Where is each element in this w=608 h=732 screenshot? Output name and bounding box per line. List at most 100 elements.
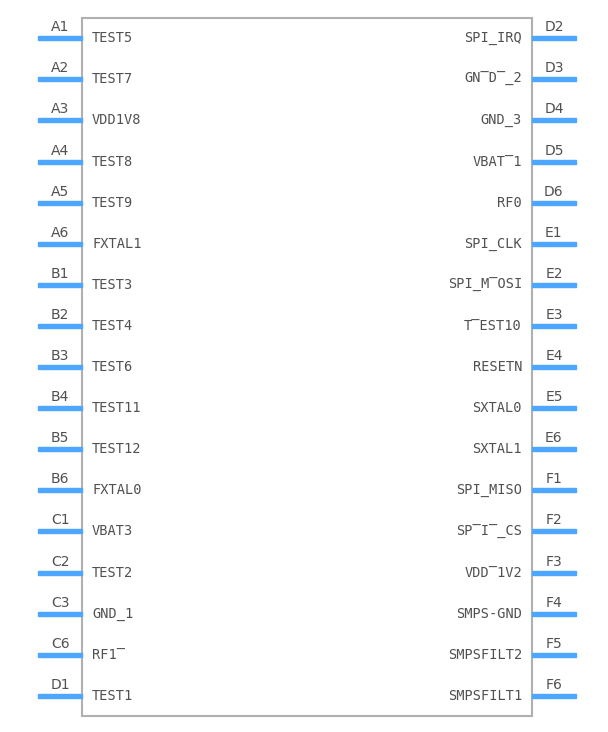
Bar xyxy=(532,78,576,81)
Text: SP̅I̅_CS: SP̅I̅_CS xyxy=(456,524,522,539)
Text: B5: B5 xyxy=(51,431,69,445)
Bar xyxy=(532,160,576,163)
Text: SXTAL1: SXTAL1 xyxy=(472,442,522,456)
Bar xyxy=(532,283,576,287)
Text: B3: B3 xyxy=(51,349,69,363)
Text: E2: E2 xyxy=(545,267,562,281)
Text: SPI_IRQ: SPI_IRQ xyxy=(465,31,522,45)
Text: F5: F5 xyxy=(545,637,562,651)
Text: TEST2: TEST2 xyxy=(92,566,133,580)
Text: FXTAL0: FXTAL0 xyxy=(92,483,142,498)
Text: TEST12: TEST12 xyxy=(92,442,142,456)
Bar xyxy=(38,653,82,657)
Text: VDD1V8: VDD1V8 xyxy=(92,113,142,127)
Bar xyxy=(532,488,576,493)
Bar xyxy=(38,78,82,81)
Text: TEST5: TEST5 xyxy=(92,31,133,45)
Bar xyxy=(532,612,576,616)
Text: TEST8: TEST8 xyxy=(92,154,133,168)
Text: VDD̅1V2: VDD̅1V2 xyxy=(465,566,522,580)
Text: F4: F4 xyxy=(545,596,562,610)
Text: A1: A1 xyxy=(51,20,69,34)
Bar xyxy=(38,37,82,40)
Text: RESETN: RESETN xyxy=(472,360,522,374)
Text: A3: A3 xyxy=(51,102,69,116)
Text: VBAT3: VBAT3 xyxy=(92,525,133,539)
Text: SMPSFILT2: SMPSFILT2 xyxy=(447,648,522,662)
Bar xyxy=(38,119,82,122)
Bar xyxy=(38,201,82,205)
Text: TEST1: TEST1 xyxy=(92,689,133,703)
Text: TEST4: TEST4 xyxy=(92,319,133,333)
Text: B6: B6 xyxy=(51,472,69,486)
Text: TEST9: TEST9 xyxy=(92,195,133,209)
Text: F2: F2 xyxy=(545,513,562,528)
Bar xyxy=(532,365,576,369)
Text: C2: C2 xyxy=(51,555,69,569)
Text: E5: E5 xyxy=(545,390,562,404)
Bar xyxy=(38,694,82,698)
Text: SPI_CLK: SPI_CLK xyxy=(465,236,522,251)
Text: D4: D4 xyxy=(544,102,564,116)
Text: F1: F1 xyxy=(545,472,562,486)
Bar xyxy=(38,324,82,328)
Text: B2: B2 xyxy=(51,308,69,322)
Text: SMPS-GND: SMPS-GND xyxy=(456,607,522,621)
Text: E4: E4 xyxy=(545,349,562,363)
Text: F6: F6 xyxy=(545,678,562,692)
Text: GN̅D̅_2: GN̅D̅_2 xyxy=(465,72,522,86)
Bar xyxy=(38,571,82,575)
Text: A2: A2 xyxy=(51,61,69,75)
Text: D2: D2 xyxy=(544,20,564,34)
Text: B1: B1 xyxy=(51,267,69,281)
Text: SXTAL0: SXTAL0 xyxy=(472,401,522,415)
Text: D6: D6 xyxy=(544,184,564,198)
Text: A5: A5 xyxy=(51,184,69,198)
Text: E1: E1 xyxy=(545,225,562,240)
Bar xyxy=(532,201,576,205)
Text: C1: C1 xyxy=(51,513,69,528)
Text: FXTAL1: FXTAL1 xyxy=(92,236,142,251)
Bar xyxy=(38,365,82,369)
Bar xyxy=(82,18,532,716)
Text: TEST11: TEST11 xyxy=(92,401,142,415)
Bar xyxy=(38,447,82,452)
Text: E6: E6 xyxy=(545,431,562,445)
Text: A6: A6 xyxy=(51,225,69,240)
Text: E3: E3 xyxy=(545,308,562,322)
Text: C6: C6 xyxy=(51,637,69,651)
Bar xyxy=(38,283,82,287)
Text: SPI_MISO: SPI_MISO xyxy=(456,483,522,498)
Bar xyxy=(38,488,82,493)
Text: F3: F3 xyxy=(545,555,562,569)
Text: D5: D5 xyxy=(544,143,564,157)
Bar xyxy=(38,529,82,534)
Bar xyxy=(532,571,576,575)
Bar xyxy=(532,324,576,328)
Text: SMPSFILT1: SMPSFILT1 xyxy=(447,689,522,703)
Bar xyxy=(38,612,82,616)
Text: TEST7: TEST7 xyxy=(92,72,133,86)
Text: B4: B4 xyxy=(51,390,69,404)
Text: GND_3: GND_3 xyxy=(481,113,522,127)
Text: TEST6: TEST6 xyxy=(92,360,133,374)
Text: RF1̅: RF1̅ xyxy=(92,648,125,662)
Bar xyxy=(38,242,82,246)
Text: GND_1: GND_1 xyxy=(92,607,133,621)
Text: VBAT̅1: VBAT̅1 xyxy=(472,154,522,168)
Text: TEST3: TEST3 xyxy=(92,278,133,292)
Text: A4: A4 xyxy=(51,143,69,157)
Bar xyxy=(532,529,576,534)
Bar xyxy=(38,406,82,410)
Bar xyxy=(532,242,576,246)
Bar xyxy=(532,406,576,410)
Bar xyxy=(532,37,576,40)
Bar xyxy=(532,119,576,122)
Bar xyxy=(38,160,82,163)
Bar xyxy=(532,694,576,698)
Text: T̅EST10: T̅EST10 xyxy=(465,319,522,333)
Bar xyxy=(532,653,576,657)
Text: D3: D3 xyxy=(544,61,564,75)
Text: C3: C3 xyxy=(51,596,69,610)
Text: D1: D1 xyxy=(50,678,70,692)
